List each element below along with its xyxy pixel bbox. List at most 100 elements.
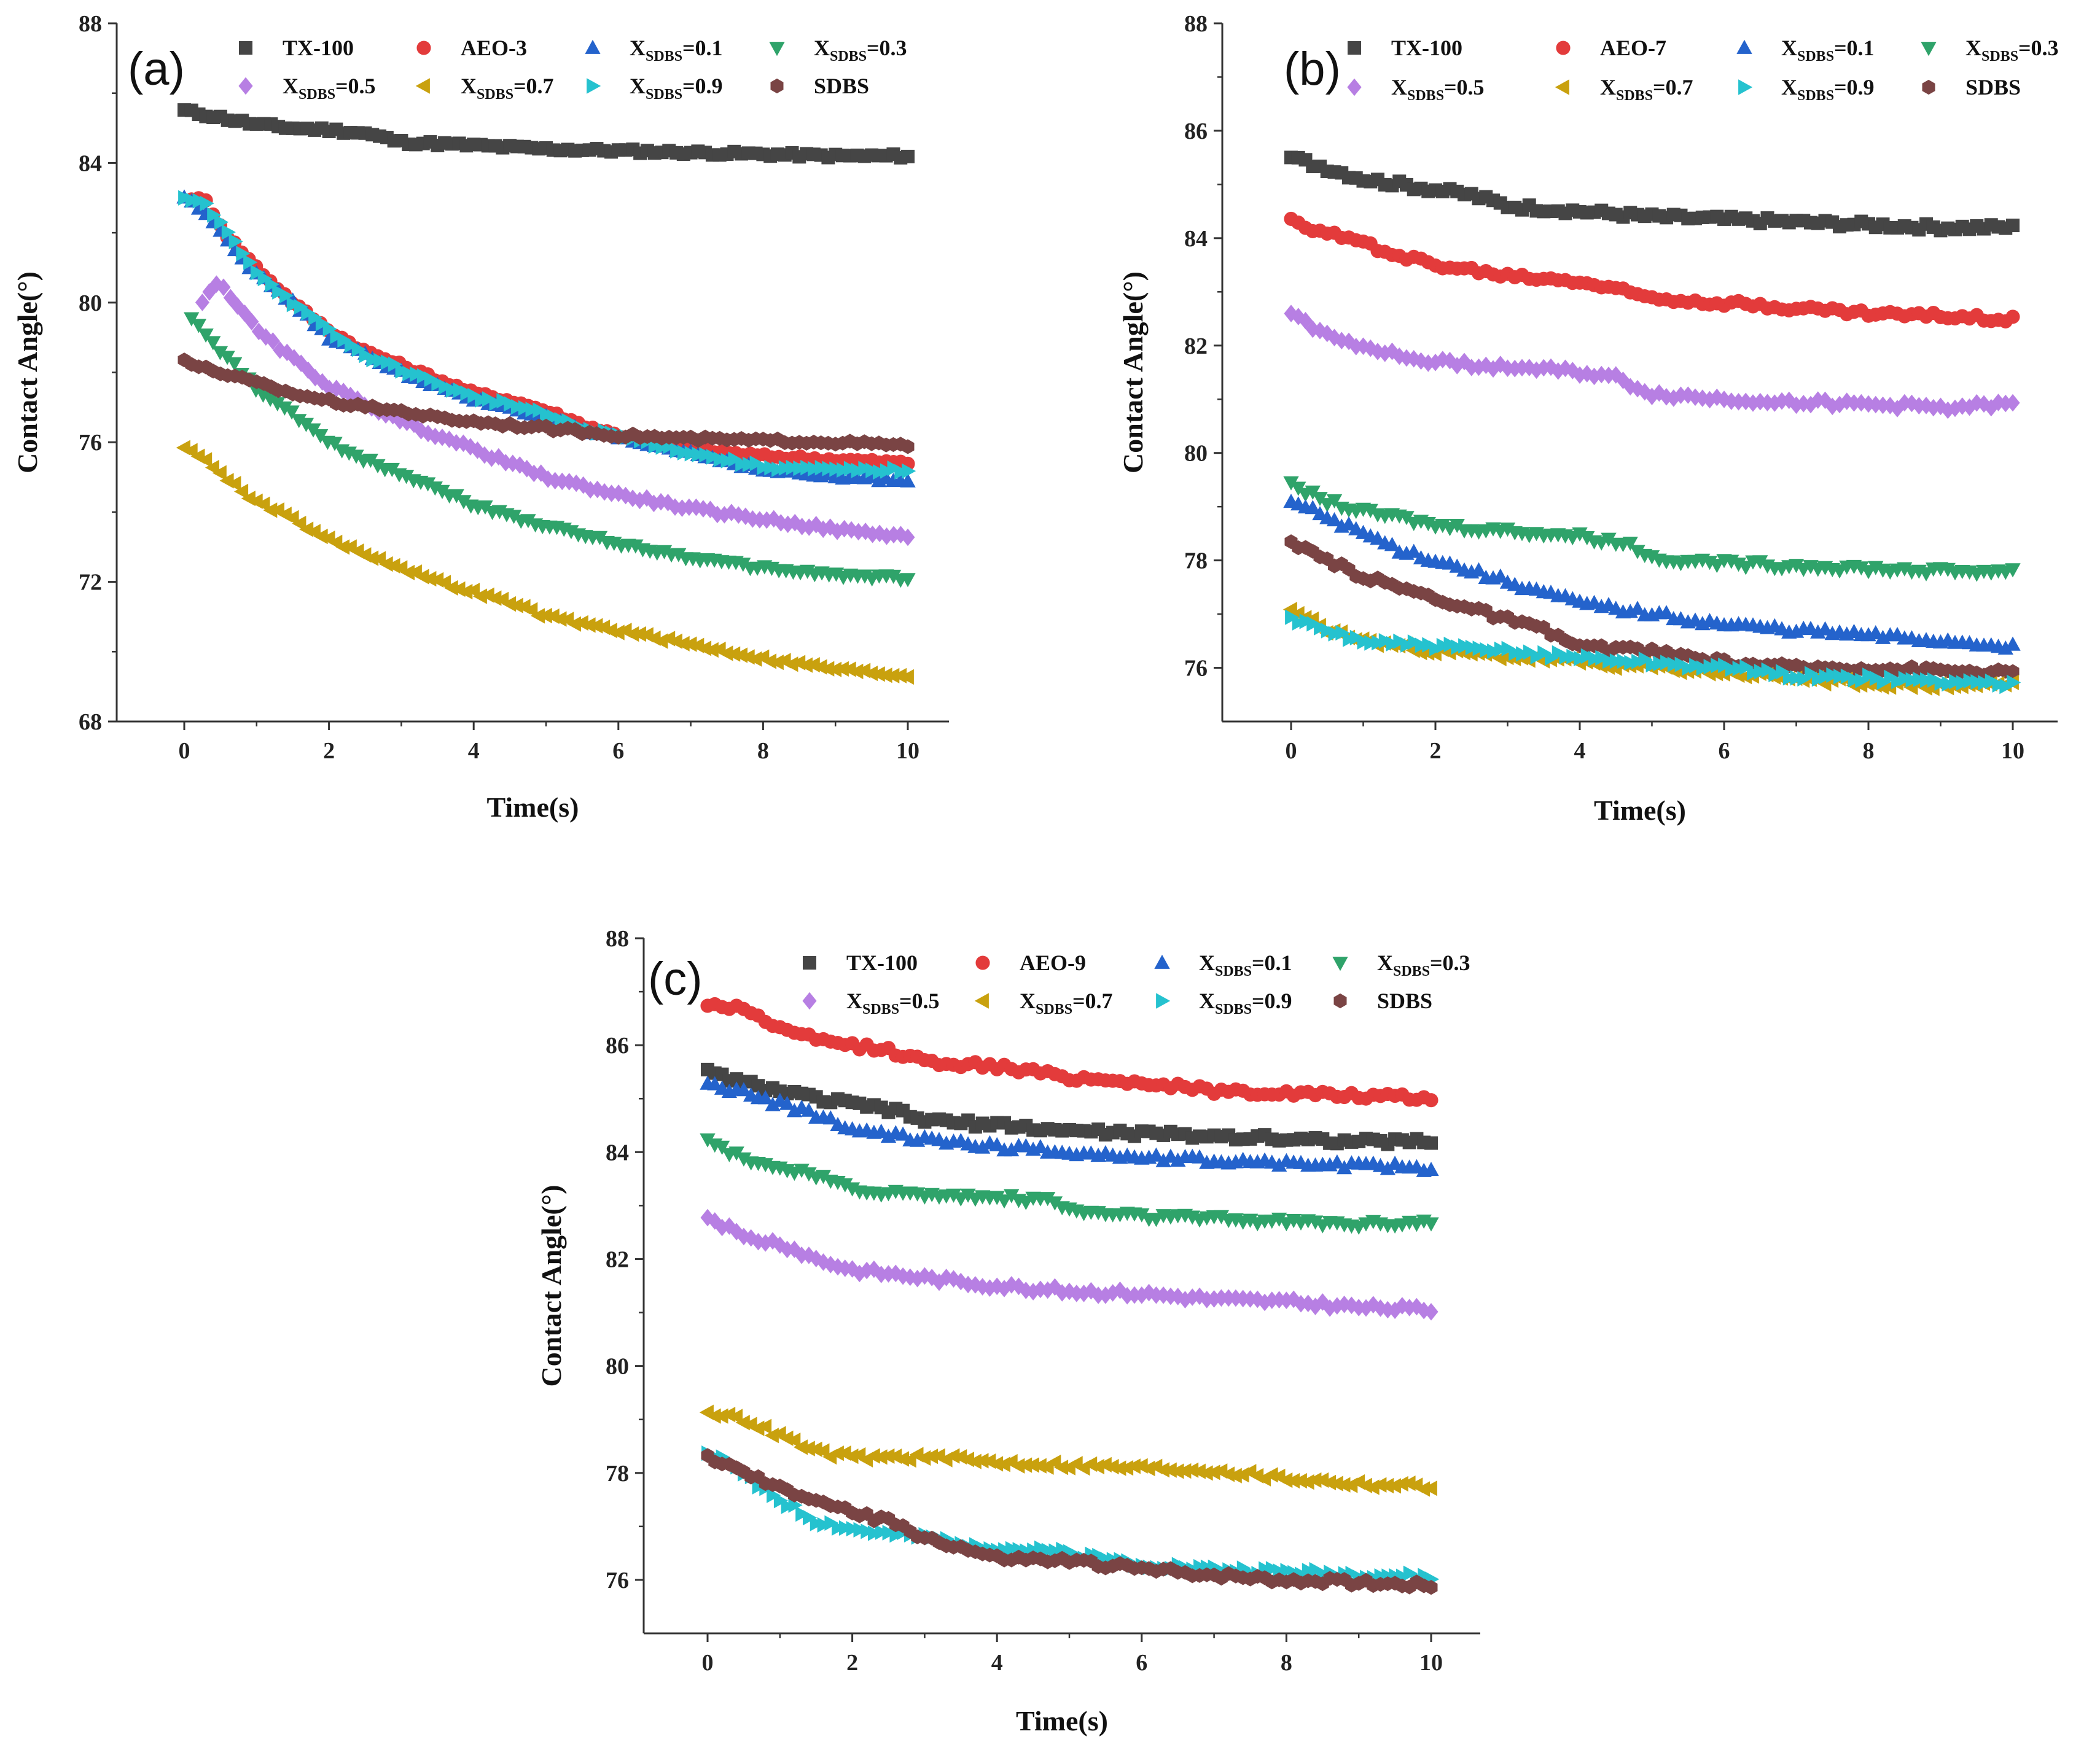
data-point [625,626,639,642]
data-point [1523,644,1537,660]
data-point [778,460,793,476]
data-point [1091,1286,1106,1304]
legend-label-main: X [1199,989,1215,1013]
data-point [1905,672,1920,688]
data-point [1876,674,1891,690]
data-point [207,207,222,223]
data-point [815,1170,832,1184]
data-point [817,1517,832,1533]
data-point [308,368,322,387]
data-point [767,1487,781,1503]
data-point [786,459,800,476]
data-point [1451,639,1466,655]
data-point [895,1126,911,1141]
data-point [1424,1303,1438,1321]
legend-label-main: X [1391,75,1407,99]
data-point [733,647,747,663]
y-axis-title: Contact Angle(°) [536,1185,567,1387]
data-point [322,321,337,337]
data-point [214,214,229,230]
data-point [784,656,798,672]
x-tick-label: 0 [702,1650,714,1676]
data-point [1177,1463,1192,1479]
data-point [1862,667,1877,683]
data-point [1343,631,1357,647]
data-point [1494,641,1509,658]
data-point [1055,1284,1069,1302]
data-point [1069,1285,1084,1302]
data-point [824,1515,839,1531]
data-point [1040,1192,1056,1207]
data-point [366,352,381,368]
legend-label-x05: XSDBS=0.5 [846,989,940,1017]
data-point [1855,672,1870,688]
legend-label-subscript: SDBS [862,1002,899,1017]
legend-label-value: =0.9 [682,74,723,98]
data-point [781,515,795,534]
data-point [505,510,522,524]
series-tx-100 [1284,150,2020,238]
data-point [865,1448,880,1464]
data-point [765,1232,780,1250]
y-tick-label: 76 [606,1568,629,1593]
data-point [834,661,849,677]
data-point [795,1506,810,1522]
data-point [1344,1296,1359,1315]
data-point [399,470,415,484]
legend-label-main: X [630,36,646,60]
data-point [1470,562,1487,577]
data-point [800,1441,815,1457]
data-point [901,149,915,163]
data-point [810,1515,824,1531]
data-point [400,564,415,581]
data-point [1516,646,1531,662]
data-point [1321,623,1335,639]
data-point [286,297,301,313]
data-point [706,449,721,465]
data-point [1443,636,1458,653]
data-point [1380,1477,1394,1494]
data-point [878,667,892,683]
data-point [1574,650,1588,667]
data-point [829,461,844,477]
legend-label-x09: XSDBS=0.9 [1781,75,1875,104]
panel-b: 76 78 80 82 84 86 88 0 2 4 6 8 10 Time(s) Contact Angl… [1117,11,2059,826]
data-point [853,1522,868,1538]
data-point [827,661,842,677]
data-point [610,624,625,640]
x-tick-label: 0 [179,738,190,764]
data-point [837,1178,853,1192]
data-point [1848,672,1862,688]
data-point [1869,671,1884,686]
legend-marker-tx-100 [239,41,252,55]
data-point [1970,674,1985,690]
y-axis-title: Contact Angle(°) [12,271,43,473]
data-point [880,527,894,545]
data-point [388,356,402,372]
data-point [227,357,243,371]
data-point [982,1279,997,1297]
legend-label-aeo: AEO-9 [1020,951,1086,975]
data-point [1098,1286,1113,1304]
data-point [315,316,330,332]
data-point [829,1445,844,1461]
legend-label-value: =0.7 [1072,989,1113,1013]
data-point [1449,519,1465,534]
data-point [706,1408,721,1424]
data-point [1768,666,1783,683]
legend-label-tx-100: TX-100 [283,36,354,60]
data-point [424,371,439,387]
data-point [301,305,316,321]
y-tick-label: 84 [1184,226,1208,252]
data-point [1776,664,1790,680]
legend-label-subscript: SDBS [646,87,682,103]
data-point [1436,637,1451,653]
data-point [1631,653,1646,669]
data-point [1509,645,1523,661]
data-point [1904,394,1919,413]
data-point [209,275,224,293]
y-tick-label: 68 [79,709,102,735]
data-point [1566,648,1581,664]
data-point [1243,1290,1257,1308]
